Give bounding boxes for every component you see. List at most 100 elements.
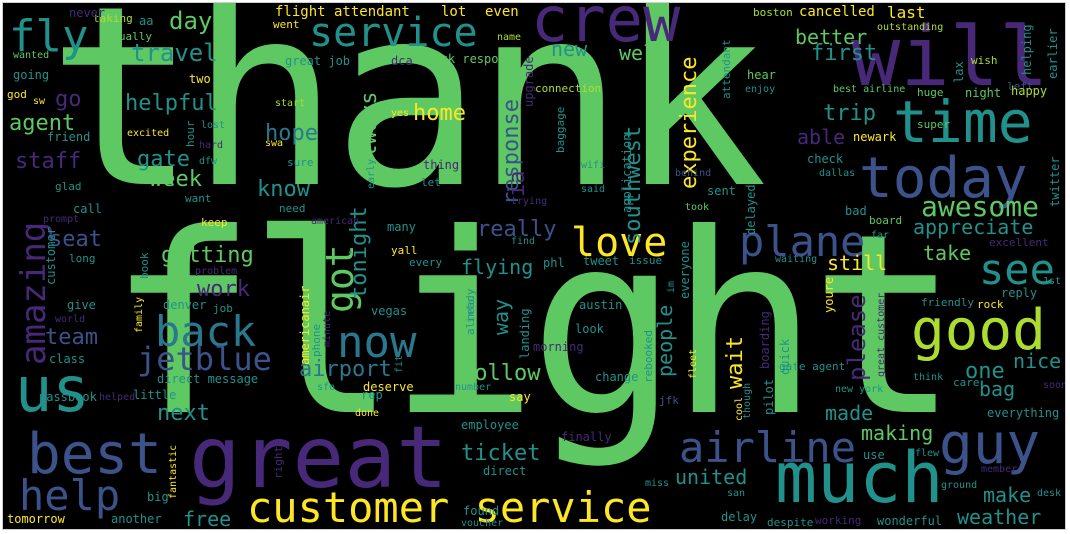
word-far: far: [871, 230, 890, 241]
word-fantastic: fantastic: [168, 444, 179, 499]
word-rep: rep: [361, 388, 383, 402]
word-flew: flew: [915, 448, 940, 459]
word-love: love: [571, 220, 668, 266]
word-miss: miss: [645, 478, 670, 489]
word-guy: guy: [939, 412, 1041, 477]
word-great-job: great job: [285, 54, 351, 68]
word-excited: excited: [127, 128, 170, 139]
word-world: world: [55, 314, 86, 325]
word-austin: austin: [579, 298, 623, 312]
word-bag: bag: [979, 377, 1016, 401]
word-many: many: [387, 220, 416, 234]
word-airline: airline: [679, 423, 857, 472]
word-use: use: [863, 448, 885, 462]
word-huge: huge: [917, 86, 944, 99]
word-crew: crew: [531, 2, 681, 56]
word-twitter: twitter: [1048, 156, 1062, 207]
word-behind: behind: [675, 168, 712, 179]
word-done: done: [355, 408, 380, 419]
word-application: application: [620, 133, 634, 213]
word-next: next: [157, 401, 210, 426]
word-flight: flight: [107, 180, 960, 471]
word-denver: denver: [163, 298, 207, 312]
word-san: san: [727, 488, 746, 499]
word-direct: direct: [483, 464, 527, 478]
word-happy: happy: [1011, 84, 1048, 98]
word-work: work: [197, 277, 250, 302]
word-delayed: delayed: [744, 184, 758, 235]
word-plane: plane: [739, 217, 866, 266]
word-youre: youre: [822, 276, 836, 313]
word-pilot: pilot: [762, 378, 776, 415]
word-best: best: [27, 422, 162, 487]
word-lot: lot: [441, 4, 467, 20]
word-book: book: [138, 252, 151, 280]
word-tweet: tweet: [583, 254, 620, 268]
word-let: let: [421, 176, 441, 189]
word-great-customer: great customer: [876, 292, 887, 377]
word-awesome: awesome: [921, 190, 1040, 223]
word-member: member: [981, 464, 1018, 475]
word-us: us: [15, 353, 90, 426]
word-gate: gate: [137, 147, 190, 172]
word-see: see: [979, 245, 1055, 294]
word-found: found: [463, 504, 500, 518]
word-big: big: [147, 490, 169, 504]
word-ticket: ticket: [461, 441, 541, 466]
word-hour: hour: [184, 120, 197, 148]
word-two: two: [189, 72, 211, 86]
word-sent: sent: [707, 184, 736, 198]
word-upgrade: upgrade: [522, 56, 536, 107]
word-making: making: [861, 421, 934, 445]
word-best-airline: best airline: [833, 84, 906, 95]
word-dfw: dfw: [199, 156, 218, 167]
word-flight-attendant: flight attendant: [275, 4, 410, 20]
word-swa: swa: [265, 138, 284, 149]
word-ground: ground: [941, 480, 978, 491]
word-american: american: [311, 216, 360, 227]
word-sfo: sfo: [317, 382, 336, 393]
word-said: said: [581, 184, 606, 195]
word-deserve: deserve: [363, 380, 414, 394]
word-attendant: attendant: [720, 39, 733, 99]
word-glad: glad: [55, 180, 82, 193]
word-thing: thing: [423, 158, 460, 172]
word-finally: finally: [561, 430, 612, 444]
word-sure: sure: [287, 156, 314, 169]
word-good: good: [911, 298, 1046, 363]
word-able: able: [797, 125, 846, 149]
word-took: took: [685, 202, 710, 213]
word-yall: yall: [391, 244, 418, 257]
word-wish: wish: [971, 54, 998, 67]
word-day: day: [169, 7, 213, 35]
word-lost: lost: [201, 120, 226, 131]
word-reply: reply: [1001, 286, 1038, 300]
word-board: board: [869, 214, 903, 227]
word-connection: connection: [535, 82, 602, 95]
word-issue: issue: [629, 254, 663, 267]
word-call: call: [73, 202, 102, 216]
word-care: care: [953, 376, 980, 389]
word-gate-agent: gate agent: [779, 360, 846, 373]
word-class: class: [49, 352, 86, 366]
word-im: im: [666, 280, 677, 293]
word-friend: friend: [47, 130, 91, 144]
word-last: last: [887, 3, 926, 22]
word-need: need: [279, 202, 306, 215]
word-sw: sw: [33, 96, 46, 107]
word-earlier: earlier: [1046, 28, 1060, 79]
word-trying: trying: [511, 196, 548, 207]
word-fit: fit: [394, 354, 405, 373]
word-give: give: [67, 298, 96, 312]
word-now: now: [337, 317, 417, 368]
word-back: back: [155, 307, 257, 356]
word-employee: employee: [461, 418, 519, 432]
word-will: will: [851, 10, 1049, 105]
word-bad: bad: [845, 204, 867, 218]
word-ia: ia: [505, 170, 530, 198]
word-still: still: [827, 251, 888, 275]
word-helping: helping: [1020, 24, 1034, 75]
word-never: never: [69, 6, 106, 20]
word-aa: aa: [139, 14, 154, 28]
word-want: want: [185, 192, 212, 205]
